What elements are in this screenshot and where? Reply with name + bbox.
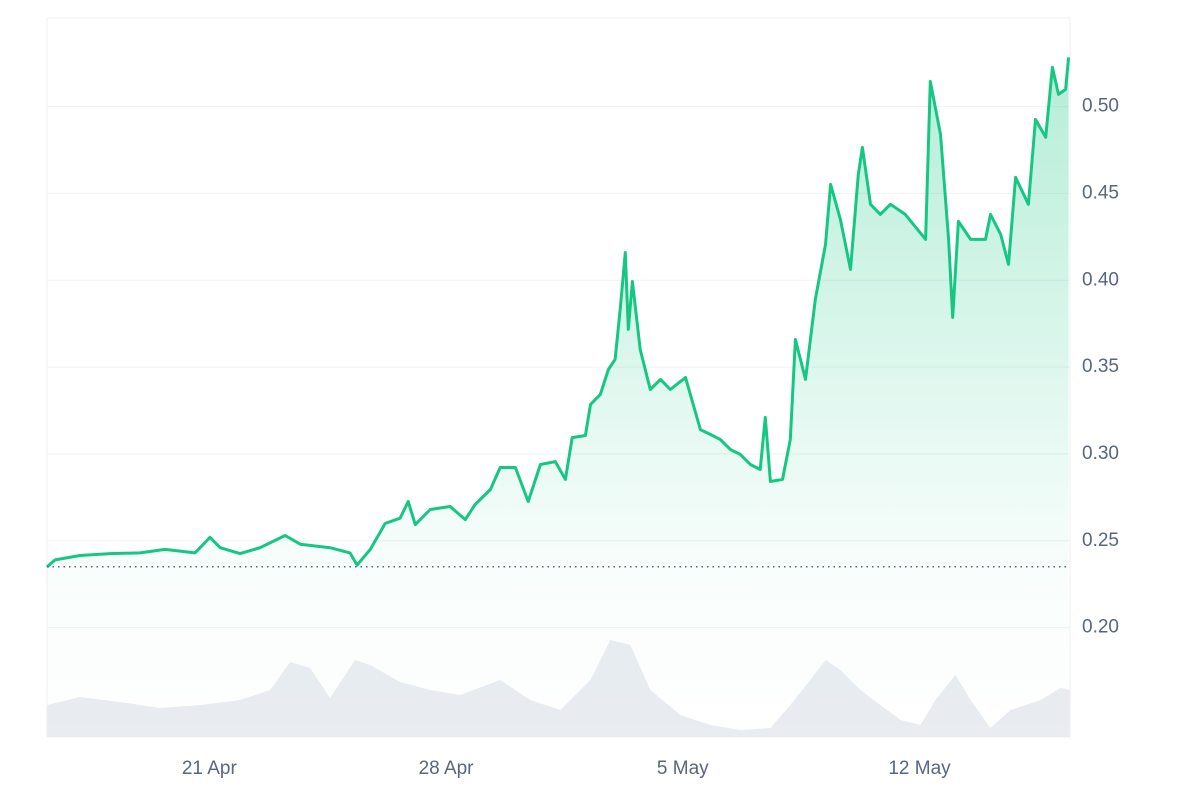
y-tick-label: 0.40 — [1082, 269, 1119, 290]
x-tick-label: 12 May — [888, 758, 951, 779]
x-tick-label: 28 Apr — [419, 758, 475, 779]
price-line — [46, 57, 1071, 568]
x-tick-label: 5 May — [657, 758, 709, 779]
y-tick-label: 0.50 — [1082, 96, 1119, 117]
y-tick-label: 0.30 — [1082, 443, 1119, 464]
y-tick-label: 0.45 — [1082, 182, 1119, 203]
x-tick-label: 21 Apr — [182, 758, 238, 779]
y-tick-label: 0.20 — [1082, 617, 1119, 638]
y-tick-label: 0.35 — [1082, 356, 1119, 377]
y-tick-label: 0.25 — [1082, 530, 1119, 551]
price-area — [47, 57, 1069, 737]
